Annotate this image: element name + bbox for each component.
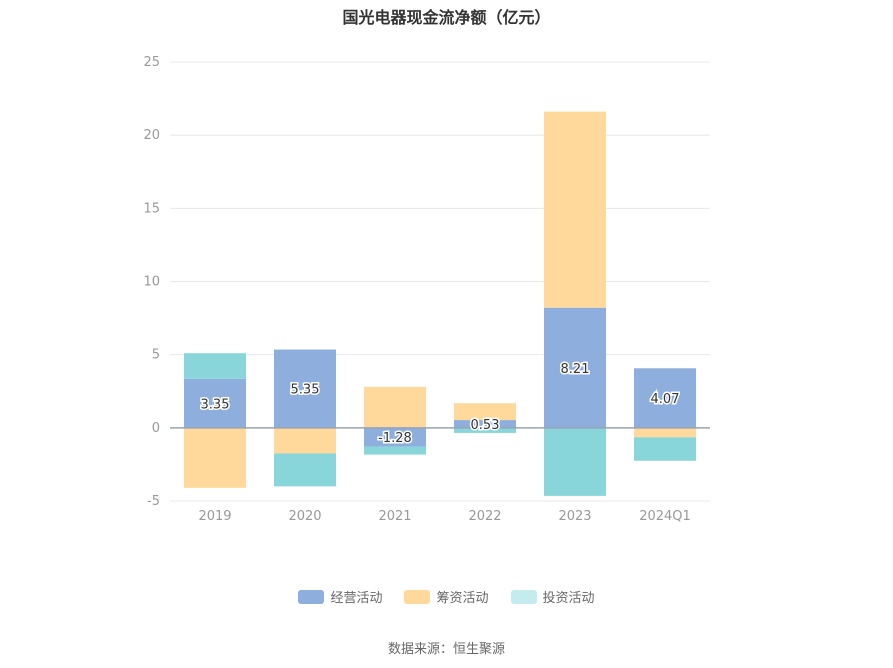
bar-2021-series-0[interactable]: [364, 427, 426, 447]
data-source: 数据来源：恒生聚源: [387, 642, 505, 657]
x-tick-label: 2021: [378, 509, 411, 524]
legend-item-investing[interactable]: 投资活动: [510, 587, 595, 606]
bar-2022-series-2[interactable]: [454, 427, 516, 433]
bar-2022-series-1[interactable]: [454, 403, 516, 421]
bar-2020-series-2[interactable]: [274, 453, 336, 487]
data-label-2019: 3.35: [201, 397, 230, 412]
x-tick-label: 2022: [468, 509, 501, 524]
legend: 经营活动 筹资活动 投资活动: [0, 587, 893, 606]
y-tick-label: 15: [143, 201, 160, 216]
data-label-2024Q1: 4.07: [651, 392, 680, 407]
bar-2022-series-0[interactable]: [454, 420, 516, 428]
bar-2023-series-2[interactable]: [544, 427, 606, 496]
bar-2023-series-1[interactable]: [544, 111, 606, 308]
bar-2019-series-2[interactable]: [184, 353, 246, 379]
bar-2023-series-0[interactable]: [544, 307, 606, 428]
legend-item-financing[interactable]: 筹资活动: [404, 587, 489, 606]
y-tick-label: 25: [143, 55, 160, 70]
x-tick-label: 2019: [198, 509, 231, 524]
y-tick-label: -5: [147, 494, 160, 509]
legend-item-operating[interactable]: 经营活动: [298, 587, 382, 606]
bar-2019-series-1[interactable]: [184, 427, 246, 488]
x-tick-label: 2023: [558, 509, 591, 524]
bar-2020-series-1[interactable]: [274, 427, 336, 454]
bar-2021-series-2[interactable]: [364, 446, 426, 455]
bar-2019-series-0[interactable]: [184, 378, 246, 428]
y-tick-label: 5: [152, 348, 160, 363]
legend-label-operating: 经营活动: [330, 591, 383, 606]
y-tick-label: 0: [152, 421, 160, 436]
legend-swatch-financing: [404, 589, 431, 604]
chart-title: 国光电器现金流净额（亿元）: [342, 8, 551, 27]
legend-label-financing: 筹资活动: [436, 591, 489, 606]
bar-2021-series-1[interactable]: [364, 386, 426, 428]
bar-2024Q1-series-0[interactable]: [634, 368, 696, 428]
data-label-2023: 8.21: [561, 362, 590, 377]
data-label-2020: 5.35: [291, 383, 320, 398]
bar-2024Q1-series-2[interactable]: [634, 437, 696, 461]
data-label-2022: 0.53: [471, 418, 500, 433]
x-tick-label: 2020: [288, 509, 321, 524]
legend-label-investing: 投资活动: [542, 591, 595, 606]
bar-2020-series-0[interactable]: [274, 349, 336, 428]
bar-2024Q1-series-1[interactable]: [634, 427, 696, 438]
legend-swatch-investing: [510, 589, 537, 604]
y-tick-label: 20: [143, 128, 160, 143]
x-tick-label: 2024Q1: [639, 509, 691, 524]
legend-swatch-operating: [298, 589, 325, 604]
data-label-2021: -1.28: [378, 431, 412, 446]
y-tick-label: 10: [143, 275, 160, 290]
